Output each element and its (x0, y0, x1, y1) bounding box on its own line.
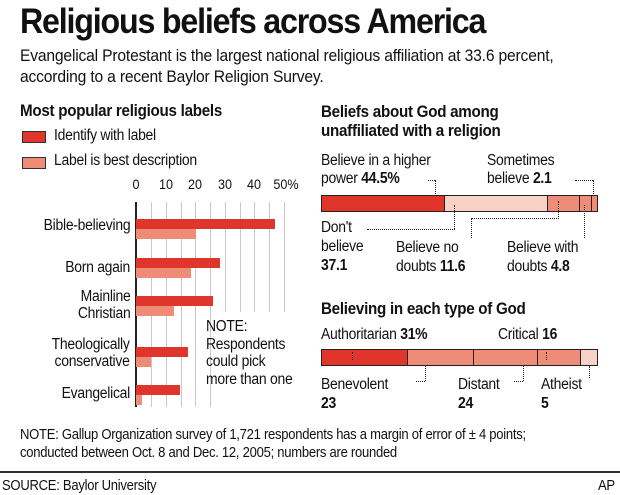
label-dont-believe: Don't believe 37.1 (321, 219, 364, 274)
category-mainline-christian: Mainline Christian (77, 288, 130, 322)
segment-atheist (581, 350, 597, 365)
leader-line (589, 366, 590, 378)
bar-mainline-best (136, 306, 174, 316)
legend-swatch-identify (22, 131, 46, 143)
segment-higher-power (322, 196, 445, 211)
legend-label-identify: Identify with label (54, 127, 156, 144)
bar-theologically-best (136, 357, 151, 367)
leader-line (471, 218, 472, 238)
segment-distant (474, 350, 538, 365)
segment-benevolent (408, 350, 474, 365)
segment-authoritarian (322, 350, 408, 365)
label-sometimes-believe: Sometimes believe 2.1 (487, 152, 555, 187)
leader-line (428, 180, 435, 181)
god-types-stacked-bar (321, 349, 598, 366)
label-believe-with-doubts: Believe with doubts 4.8 (507, 239, 579, 275)
leader-line (584, 205, 585, 238)
subtitle: Evangelical Protestant is the largest na… (20, 46, 554, 86)
unaffiliated-chart-title: Beliefs about God among unaffiliated wit… (321, 103, 501, 140)
label-higher-power: Believe in a higher power 44.5% (321, 152, 431, 187)
legend-label-best-description: Label is best description (54, 152, 197, 169)
tick-10: 10 (158, 176, 174, 192)
survey-note: NOTE: Gallup Organization survey of 1,72… (20, 427, 526, 461)
tick-0: 0 (132, 176, 140, 192)
unaffiliated-stacked-bar (321, 195, 598, 212)
gridline (269, 202, 270, 312)
bar-born-again-identify (136, 258, 220, 268)
segment-with-doubts (580, 196, 592, 211)
label-authoritarian: Authoritarian 31% (321, 326, 428, 343)
footer-divider (0, 471, 620, 473)
tick-40: 40 (246, 176, 262, 192)
legend-swatch-best-description (22, 157, 46, 169)
segment-dont-believe (445, 196, 548, 211)
tick-30: 30 (217, 176, 233, 192)
gridline (254, 202, 255, 312)
ap-credit: AP (598, 478, 615, 494)
gridline (284, 202, 285, 312)
gridline (240, 202, 241, 312)
bar-theologically-identify (136, 347, 188, 357)
category-evangelical: Evangelical (61, 385, 131, 402)
bar-evangelical-identify (136, 385, 180, 395)
bar-evangelical-best (136, 395, 142, 405)
label-distant: Distant 24 (458, 376, 500, 412)
leader-line (367, 229, 455, 230)
category-bible-believing: Bible-believing (43, 217, 130, 234)
label-believe-no-doubts: Believe no doubts 11.6 (396, 239, 466, 275)
category-born-again: Born again (65, 259, 130, 276)
leader-line (523, 366, 524, 381)
leader-line (425, 366, 426, 381)
label-atheist: Atheist 5 (541, 376, 582, 412)
left-chart-title: Most popular religious labels (20, 102, 223, 120)
leader-line (416, 381, 425, 382)
leader-line (558, 201, 559, 219)
category-theologically-conservative: Theologically conservative (52, 336, 130, 370)
label-critical: Critical 16 (498, 326, 558, 343)
respondents-note: NOTE: Respondents could pick more than o… (206, 318, 293, 388)
bar-bible-believing-best (136, 229, 196, 239)
leader-line (352, 352, 353, 360)
leader-line (454, 205, 455, 229)
segment-no-doubts (548, 196, 580, 211)
god-types-chart-title: Believing in each type of God (321, 300, 526, 318)
label-benevolent: Benevolent 23 (321, 376, 389, 412)
page-title: Religious beliefs across America (20, 2, 486, 41)
tick-20: 20 (187, 176, 203, 192)
bar-born-again-best (136, 268, 191, 278)
source-credit: SOURCE: Baylor University (2, 478, 157, 494)
leader-line (546, 352, 547, 360)
segment-critical (538, 350, 581, 365)
leader-line (593, 180, 594, 200)
leader-line (514, 381, 523, 382)
tick-50: 50% (273, 176, 299, 192)
leader-line (435, 180, 436, 200)
bar-bible-believing-identify (136, 219, 275, 229)
leader-line (471, 218, 559, 219)
segment-sometimes (592, 196, 597, 211)
gridline (225, 202, 226, 312)
leader-line (575, 180, 593, 181)
bar-mainline-identify (136, 296, 213, 306)
